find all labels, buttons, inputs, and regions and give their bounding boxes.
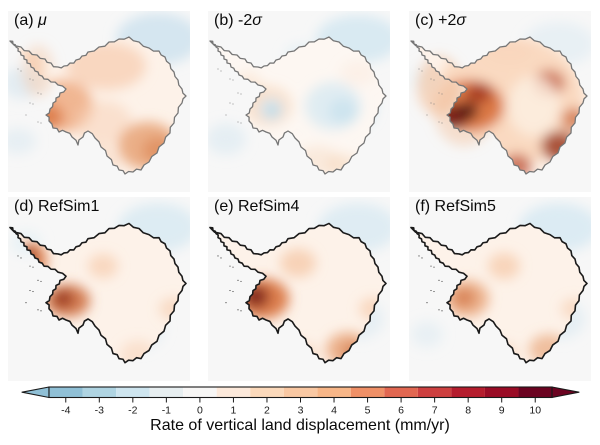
svg-text:-1: -1 [162,405,171,417]
svg-text:7: 7 [432,405,438,417]
svg-text:8: 8 [465,405,471,417]
svg-text:9: 9 [499,405,505,417]
svg-text:-3: -3 [95,405,104,417]
svg-text:3: 3 [298,405,304,417]
svg-text:10: 10 [529,405,541,417]
svg-text:-2: -2 [128,405,137,417]
svg-text:4: 4 [331,405,337,417]
svg-text:1: 1 [231,405,237,417]
svg-text:5: 5 [365,405,371,417]
svg-text:-4: -4 [61,405,70,417]
svg-text:6: 6 [398,405,404,417]
svg-text:0: 0 [197,405,203,417]
svg-text:2: 2 [264,405,270,417]
